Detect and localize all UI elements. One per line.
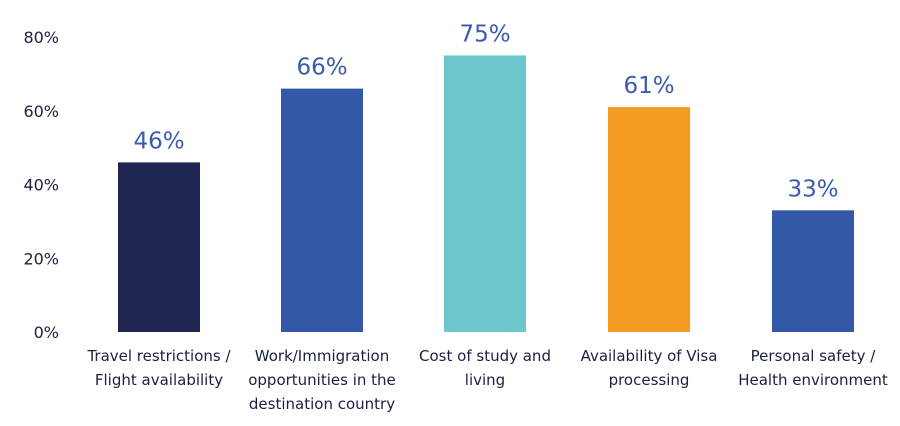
y-tick-label: 20%	[23, 249, 59, 268]
x-category-line: Flight availability	[95, 371, 223, 389]
bars	[118, 55, 854, 332]
bar	[608, 107, 690, 332]
y-tick-label: 0%	[34, 323, 59, 342]
x-category-label: Availability of Visa processing	[581, 347, 718, 389]
data-label: 66%	[296, 55, 347, 81]
bar	[772, 210, 854, 332]
x-category-line: Work/Immigration	[255, 347, 389, 365]
x-category-line: processing	[609, 371, 690, 389]
x-category-label: Cost of study and living	[419, 347, 551, 389]
bar	[281, 88, 363, 332]
x-category-line: opportunities in the	[248, 371, 396, 389]
y-tick-label: 60%	[23, 102, 59, 121]
data-label: 46%	[133, 128, 184, 154]
y-tick-label: 40%	[23, 176, 59, 195]
x-category-line: Travel restrictions /	[86, 347, 231, 365]
x-category-line: Health environment	[738, 371, 888, 389]
y-axis: 0% 20% 40% 60% 80%	[23, 28, 59, 342]
x-category-label: Work/Immigration opportunities in the dest…	[248, 347, 396, 413]
bar	[118, 162, 200, 332]
x-category-line: Cost of study and	[419, 347, 551, 365]
data-label: 61%	[623, 73, 674, 99]
y-tick-label: 80%	[23, 28, 59, 47]
x-category-line: Personal safety /	[751, 347, 877, 365]
x-category-line: living	[465, 371, 505, 389]
data-labels: 46% 66% 75% 61% 33%	[133, 21, 838, 202]
x-axis: Travel restrictions / Flight availability…	[86, 347, 887, 413]
x-category-label: Travel restrictions / Flight availability	[86, 347, 231, 389]
data-label: 33%	[787, 176, 838, 202]
data-label: 75%	[459, 21, 510, 47]
x-category-line: Availability of Visa	[581, 347, 718, 365]
x-category-line: destination country	[249, 395, 395, 413]
x-category-label: Personal safety / Health environment	[738, 347, 888, 389]
bar	[444, 55, 526, 332]
